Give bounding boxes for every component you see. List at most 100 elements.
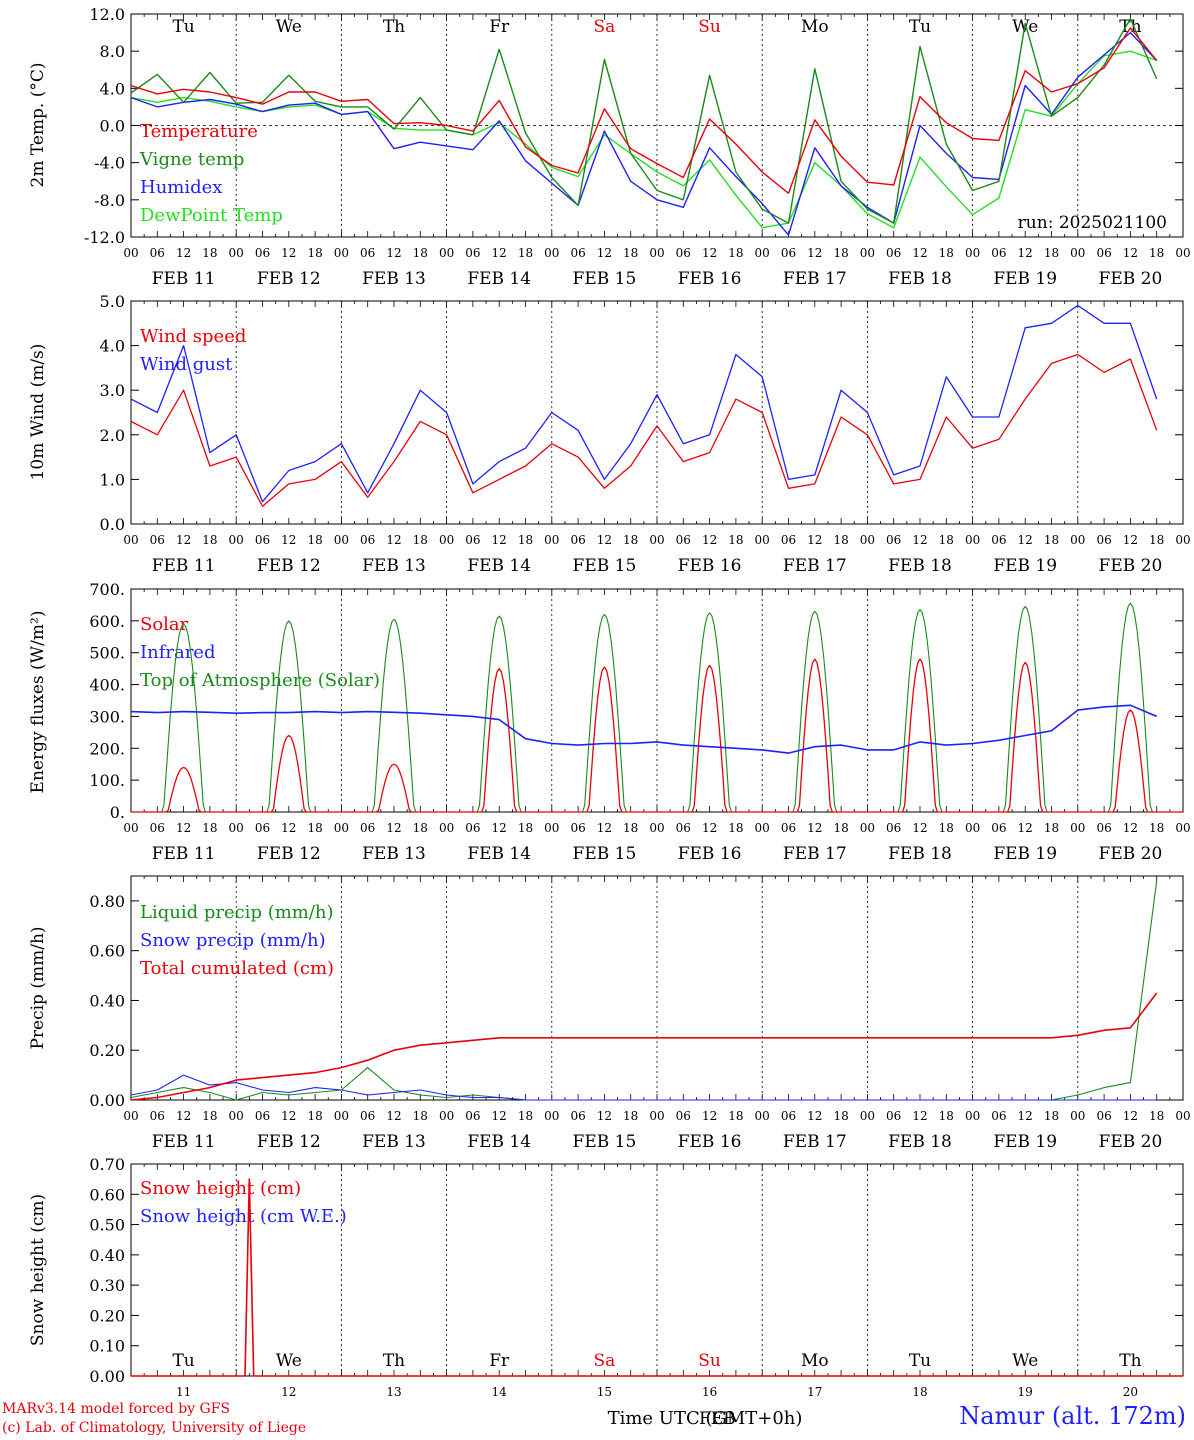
hour-tick-label: 00 bbox=[544, 533, 559, 547]
date-label: FEB 12 bbox=[257, 1132, 321, 1152]
hour-tick-label: 12 bbox=[702, 1109, 717, 1123]
hour-tick-label: 12 bbox=[912, 821, 927, 835]
date-label: FEB 11 bbox=[152, 269, 216, 289]
hour-tick-label: 00 bbox=[965, 533, 980, 547]
date-label: FEB 16 bbox=[678, 556, 742, 576]
hour-tick-label: 12 bbox=[281, 1109, 296, 1123]
date-label: FEB 13 bbox=[362, 269, 426, 289]
y-tick-label: 4.0 bbox=[100, 337, 125, 356]
hour-tick-label: 00 bbox=[860, 246, 875, 260]
day-number-label: 11 bbox=[176, 1385, 191, 1399]
date-label: FEB 17 bbox=[783, 269, 847, 289]
hour-tick-label: 06 bbox=[255, 821, 270, 835]
day-number-label: 20 bbox=[1123, 1385, 1138, 1399]
hour-tick-label: 00 bbox=[334, 821, 349, 835]
date-label: FEB 19 bbox=[993, 269, 1057, 289]
legend-entry-3-1: Snow precip (mm/h) bbox=[140, 930, 326, 951]
hour-tick-label: 06 bbox=[781, 246, 796, 260]
hour-tick-label: 00 bbox=[755, 821, 770, 835]
y-tick-label: 500. bbox=[89, 644, 125, 663]
hour-tick-label: 06 bbox=[150, 533, 165, 547]
hour-tick-label: 06 bbox=[1096, 1109, 1111, 1123]
hour-tick-label: 12 bbox=[702, 246, 717, 260]
date-label: FEB 16 bbox=[678, 269, 742, 289]
hour-tick-label: 12 bbox=[386, 821, 401, 835]
legend-entry-2-1: Infrared bbox=[140, 642, 215, 663]
date-label: FEB 15 bbox=[573, 269, 637, 289]
hour-tick-label: 18 bbox=[413, 246, 428, 260]
run-annotation: run: 2025021100 bbox=[1018, 213, 1167, 233]
y-tick-label: 0.50 bbox=[89, 1216, 125, 1235]
hour-tick-label: 12 bbox=[176, 533, 191, 547]
date-label: FEB 15 bbox=[573, 844, 637, 864]
y-tick-label: 5.0 bbox=[100, 292, 125, 311]
y-tick-label: 3.0 bbox=[100, 381, 125, 400]
legend-entry-3-0: Liquid precip (mm/h) bbox=[140, 902, 334, 923]
hour-tick-label: 00 bbox=[1175, 821, 1190, 835]
hour-tick-label: 12 bbox=[1018, 821, 1033, 835]
hour-tick-label: 00 bbox=[1070, 246, 1085, 260]
hour-tick-label: 18 bbox=[202, 821, 217, 835]
hour-tick-label: 00 bbox=[755, 246, 770, 260]
y-tick-label: 0.20 bbox=[89, 1041, 125, 1060]
hour-tick-label: 00 bbox=[860, 821, 875, 835]
hour-tick-label: 18 bbox=[833, 821, 848, 835]
date-label: FEB 20 bbox=[1099, 1132, 1163, 1152]
hour-tick-label: 06 bbox=[465, 1109, 480, 1123]
y-tick-label: 0.80 bbox=[89, 892, 125, 911]
hour-tick-label: 00 bbox=[229, 1109, 244, 1123]
day-number-label: 15 bbox=[597, 1385, 612, 1399]
date-label: FEB 14 bbox=[467, 269, 531, 289]
hour-tick-label: 18 bbox=[1044, 246, 1059, 260]
y-tick-label: -4.0 bbox=[94, 154, 125, 173]
hour-tick-label: 12 bbox=[702, 533, 717, 547]
hour-tick-label: 12 bbox=[597, 246, 612, 260]
series-line-infrared bbox=[130, 704, 1158, 754]
series-line-blue bbox=[130, 1074, 1157, 1101]
weekday-label: Mo bbox=[801, 1351, 829, 1371]
date-label: FEB 12 bbox=[257, 844, 321, 864]
hour-tick-label: 12 bbox=[492, 821, 507, 835]
date-label: FEB 11 bbox=[152, 556, 216, 576]
hour-tick-label: 12 bbox=[176, 1109, 191, 1123]
series-line-snow-height bbox=[131, 1178, 1183, 1377]
date-label: FEB 14 bbox=[467, 556, 531, 576]
date-label: FEB 13 bbox=[362, 1132, 426, 1152]
hour-tick-label: 00 bbox=[755, 1109, 770, 1123]
weekday-label: Th bbox=[383, 17, 405, 37]
hour-tick-label: 12 bbox=[386, 1109, 401, 1123]
station-name: Namur (alt. 172m) bbox=[959, 1402, 1186, 1430]
y-axis-label-4: Snow height (cm) bbox=[28, 1194, 48, 1346]
date-label: FEB 19 bbox=[993, 1132, 1057, 1152]
hour-tick-label: 18 bbox=[202, 1109, 217, 1123]
hour-tick-label: 12 bbox=[807, 533, 822, 547]
hour-tick-label: 18 bbox=[1149, 533, 1164, 547]
hour-tick-label: 00 bbox=[649, 1109, 664, 1123]
hour-tick-label: 12 bbox=[386, 246, 401, 260]
hour-tick-label: 06 bbox=[150, 246, 165, 260]
weekday-label: Tu bbox=[172, 1351, 194, 1371]
hour-tick-label: 12 bbox=[492, 246, 507, 260]
hour-tick-label: 00 bbox=[544, 246, 559, 260]
hour-tick-label: 18 bbox=[518, 246, 533, 260]
legend-entry-0-1: Vigne temp bbox=[139, 149, 244, 170]
hour-tick-label: 06 bbox=[570, 533, 585, 547]
hour-tick-label: 18 bbox=[728, 533, 743, 547]
date-label: FEB 12 bbox=[257, 556, 321, 576]
hour-tick-label: 18 bbox=[1044, 1109, 1059, 1123]
hour-tick-label: 12 bbox=[807, 1109, 822, 1123]
hour-tick-label: 12 bbox=[281, 246, 296, 260]
y-tick-label: 12.0 bbox=[89, 5, 125, 24]
weekday-label: Fr bbox=[489, 17, 510, 37]
hour-tick-label: 06 bbox=[676, 246, 691, 260]
hour-tick-label: 12 bbox=[281, 533, 296, 547]
weekday-label: Tu bbox=[172, 17, 194, 37]
day-number-label: 12 bbox=[281, 1385, 296, 1399]
y-tick-label: 0.0 bbox=[100, 117, 125, 136]
hour-tick-label: 06 bbox=[676, 821, 691, 835]
hour-tick-label: 18 bbox=[307, 1109, 322, 1123]
hour-tick-label: 06 bbox=[465, 533, 480, 547]
hour-tick-label: 18 bbox=[307, 821, 322, 835]
hour-tick-label: 12 bbox=[1123, 1109, 1138, 1123]
date-label: FEB 19 bbox=[993, 556, 1057, 576]
